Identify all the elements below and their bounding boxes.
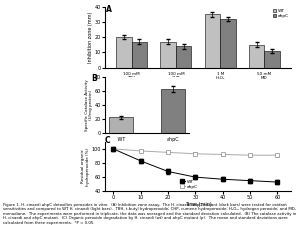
Bar	[132, 42, 147, 68]
Bar	[220, 19, 236, 68]
Text: B: B	[92, 74, 98, 83]
Bar	[109, 117, 133, 133]
Bar	[160, 42, 176, 68]
Text: C: C	[105, 136, 111, 145]
Text: Figure 1. H. cinaedi ahpC detoxifies peroxides in vitro.  (A) Inhibition zone as: Figure 1. H. cinaedi ahpC detoxifies per…	[3, 202, 296, 225]
Y-axis label: Specific Catalase Activity
(U/mg protein): Specific Catalase Activity (U/mg protein…	[85, 79, 93, 130]
X-axis label: Time (min): Time (min)	[184, 202, 212, 207]
Text: A: A	[106, 4, 112, 13]
Bar	[249, 45, 264, 68]
Y-axis label: Inhibition zone (mm): Inhibition zone (mm)	[88, 11, 93, 63]
Legend: WT, ahpC: WT, ahpC	[273, 9, 289, 18]
Bar	[205, 14, 220, 68]
Bar	[161, 89, 185, 133]
Bar	[116, 37, 132, 68]
Y-axis label: Residual organic
hydroperoxide (%): Residual organic hydroperoxide (%)	[82, 147, 90, 186]
Bar	[264, 51, 280, 68]
Legend: WT, ahpC: WT, ahpC	[180, 180, 198, 189]
Bar	[176, 46, 191, 68]
